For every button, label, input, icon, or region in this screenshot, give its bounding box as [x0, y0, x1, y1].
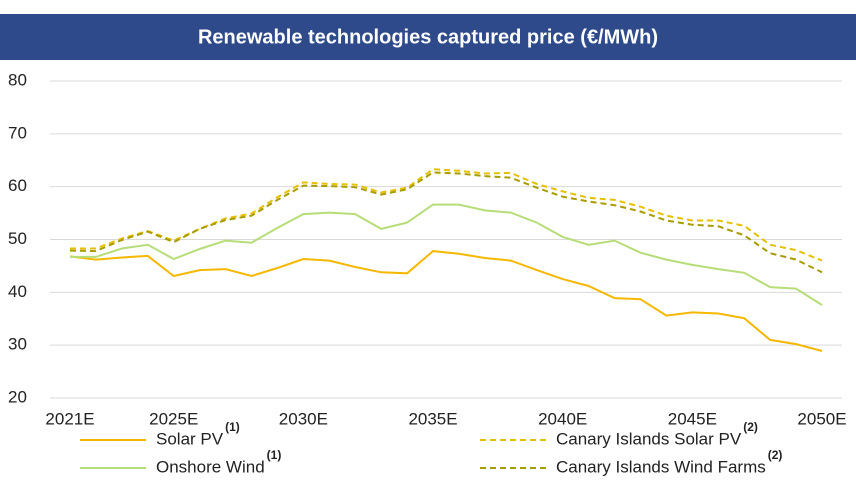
- y-tick-label: 80: [8, 70, 27, 89]
- series-line: [69, 250, 823, 352]
- x-tick-label: 2045E: [668, 409, 717, 428]
- legend-note: (2): [768, 448, 783, 462]
- x-tick-label: 2035E: [408, 409, 457, 428]
- x-tick-label: 2025E: [149, 409, 198, 428]
- legend-note: (1): [267, 448, 282, 462]
- chart-title: Renewable technologies captured price (€…: [198, 26, 658, 48]
- legend-label: Solar PV: [156, 429, 224, 448]
- legend-label: Canary Islands Wind Farms: [556, 457, 766, 476]
- y-tick-label: 20: [8, 387, 27, 406]
- legend-note: (1): [225, 420, 240, 434]
- y-tick-label: 70: [8, 123, 27, 142]
- x-tick-label: 2030E: [279, 409, 328, 428]
- y-tick-label: 30: [8, 335, 27, 354]
- series-line: [69, 171, 823, 274]
- x-tick-label: 2040E: [538, 409, 587, 428]
- legend-label: Canary Islands Solar PV: [556, 429, 742, 448]
- series-line: [70, 203, 823, 306]
- legend-note: (2): [743, 420, 758, 434]
- legend-label: Onshore Wind: [156, 457, 265, 476]
- y-tick-label: 50: [8, 229, 27, 248]
- y-tick-label: 40: [8, 282, 27, 301]
- x-tick-label: 2021E: [45, 409, 94, 428]
- y-tick-label: 60: [8, 176, 27, 195]
- series-line: [70, 168, 823, 262]
- title-banner: [0, 14, 856, 60]
- x-tick-label: 2050E: [797, 409, 846, 428]
